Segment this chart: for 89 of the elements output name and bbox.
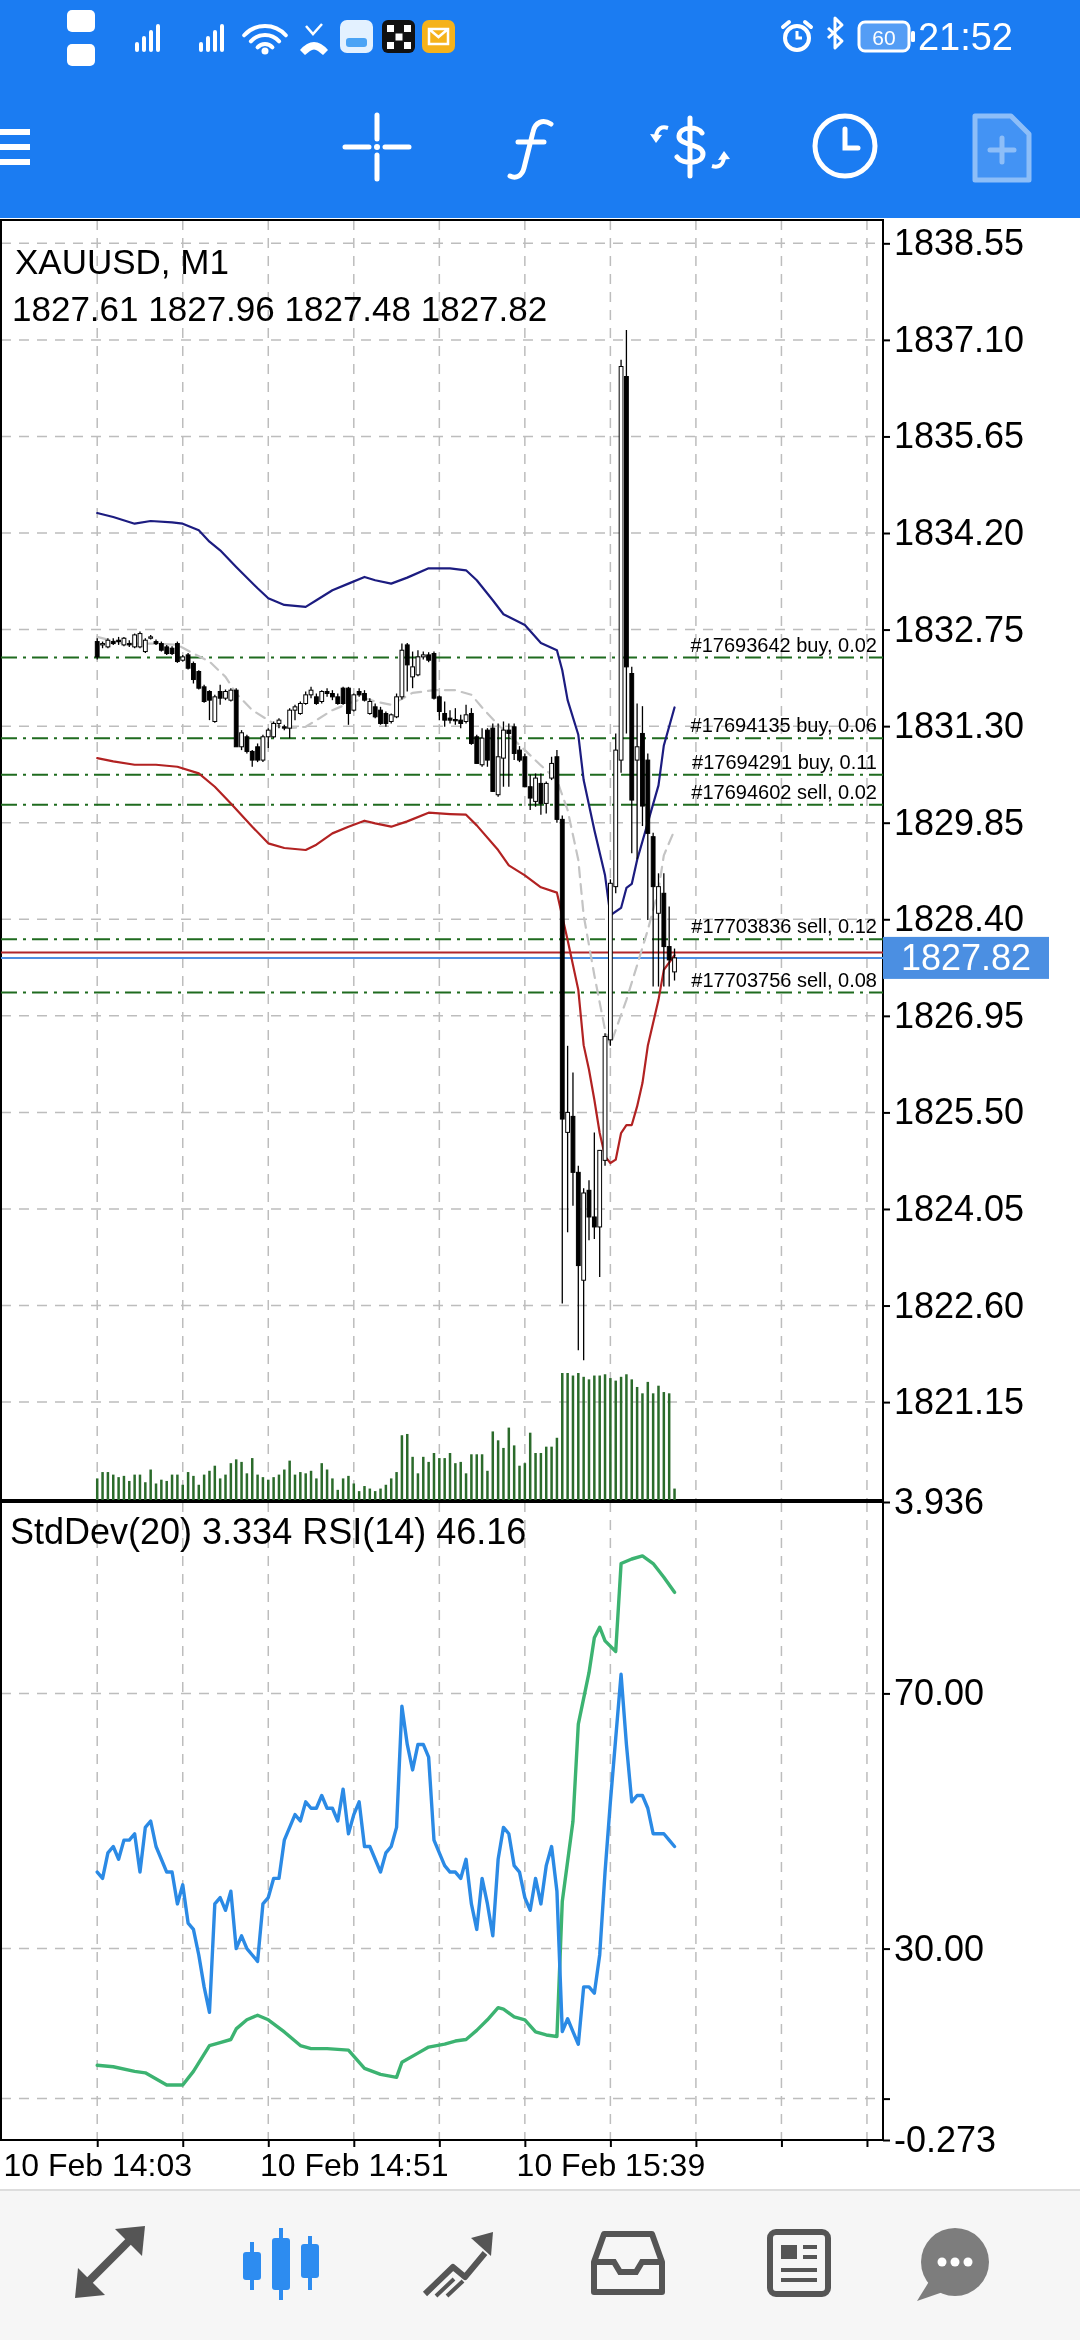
bar — [614, 1380, 617, 1500]
bar — [625, 1374, 628, 1500]
bar — [304, 1473, 307, 1500]
ref-line-label: #17703756 sell, 0.08 — [691, 968, 877, 991]
x-tick-label: 10 Feb 14:51 — [260, 2146, 449, 2183]
bar — [176, 1474, 179, 1500]
ref-line-label: #17693642 buy, 0.02 — [690, 633, 877, 656]
ref-line-label: #17694602 sell, 0.02 — [691, 780, 877, 803]
bar — [192, 1475, 195, 1500]
bar — [534, 1453, 537, 1500]
y-tick-label: 1834.20 — [894, 512, 1025, 554]
bar — [406, 1433, 409, 1500]
bar — [486, 1470, 489, 1500]
line-series — [95, 1672, 677, 2046]
bar — [144, 1482, 147, 1500]
bar — [641, 1393, 644, 1500]
bar — [128, 1480, 131, 1500]
bar — [454, 1463, 457, 1500]
bar — [598, 1375, 601, 1500]
text: 1827.61 1827.96 1827.48 1827.82 — [12, 289, 548, 328]
bar — [550, 1446, 553, 1500]
y-tick-label: 1838.55 — [894, 222, 1025, 264]
bar — [395, 1472, 398, 1500]
chart-title: StdDev(20) 3.334 RSI(14) 46.16 — [10, 1511, 527, 1552]
bar — [475, 1454, 478, 1500]
bar — [240, 1461, 243, 1500]
bar — [593, 1375, 596, 1500]
bar — [609, 1378, 612, 1500]
bar — [438, 1458, 441, 1500]
bar — [117, 1477, 120, 1500]
bar — [582, 1376, 585, 1500]
bar — [208, 1470, 211, 1500]
y-tick-label: 1824.05 — [894, 1187, 1025, 1229]
bar — [288, 1460, 291, 1500]
ref-line-label: 1827.82 — [900, 937, 1032, 979]
ref-line-label: #17694135 buy, 0.06 — [690, 714, 877, 737]
bar — [283, 1469, 286, 1500]
y-tick-label: 1825.50 — [894, 1091, 1025, 1133]
x-tick-label: 10 Feb 14:03 — [3, 2146, 193, 2183]
bar — [502, 1447, 505, 1500]
bar — [566, 1373, 569, 1500]
y-tick-label: 1835.65 — [894, 415, 1025, 457]
bar — [112, 1474, 115, 1500]
bar — [470, 1454, 473, 1500]
bar — [267, 1479, 270, 1500]
bar — [331, 1478, 334, 1500]
y-tick-label: 1828.40 — [894, 898, 1025, 940]
y2-tick-label: -0.273 — [894, 2119, 997, 2161]
x-tick-label: 10 Feb 15:39 — [516, 2146, 706, 2183]
y-tick-label: 1821.15 — [894, 1381, 1025, 1423]
bar — [181, 1484, 184, 1500]
bar — [459, 1461, 462, 1500]
text: 21:52 — [917, 16, 1013, 58]
y-tick-label: 30.00 — [894, 1927, 985, 1969]
bar — [411, 1456, 414, 1500]
bar — [657, 1385, 660, 1500]
bar — [320, 1463, 323, 1500]
y-tick-label: 1829.85 — [894, 801, 1025, 843]
bar — [347, 1475, 350, 1500]
bar — [443, 1458, 446, 1500]
y-tick-label: 70.00 — [894, 1672, 985, 1714]
text: XAUUSD, M1 — [15, 242, 229, 281]
bar — [422, 1456, 425, 1500]
bar — [256, 1474, 259, 1500]
bar — [149, 1469, 152, 1500]
bar — [133, 1474, 136, 1500]
y-tick-label: 1837.10 — [894, 318, 1025, 360]
y2-tick-label: 3.936 — [894, 1481, 985, 1523]
bar — [224, 1474, 227, 1500]
bar — [160, 1479, 163, 1500]
text: 60 — [872, 25, 896, 49]
bar — [379, 1488, 382, 1500]
bar — [272, 1477, 275, 1500]
ref-line-label: #17694291 buy, 0.11 — [692, 750, 877, 773]
bar — [427, 1461, 430, 1500]
bar — [299, 1472, 302, 1500]
bar — [165, 1480, 168, 1500]
bar — [673, 1488, 676, 1500]
y-tick-label: 1831.30 — [894, 705, 1025, 747]
bar — [577, 1373, 580, 1500]
bar — [101, 1472, 104, 1500]
y-tick-label: 1832.75 — [894, 608, 1025, 650]
bar — [561, 1373, 564, 1500]
y-tick-label: 1822.60 — [894, 1284, 1025, 1326]
bar — [518, 1465, 521, 1500]
y-tick-label: 1826.95 — [894, 994, 1025, 1036]
bar — [363, 1486, 366, 1500]
ref-line-label: #17703836 sell, 0.12 — [691, 915, 877, 938]
bar — [315, 1478, 318, 1500]
